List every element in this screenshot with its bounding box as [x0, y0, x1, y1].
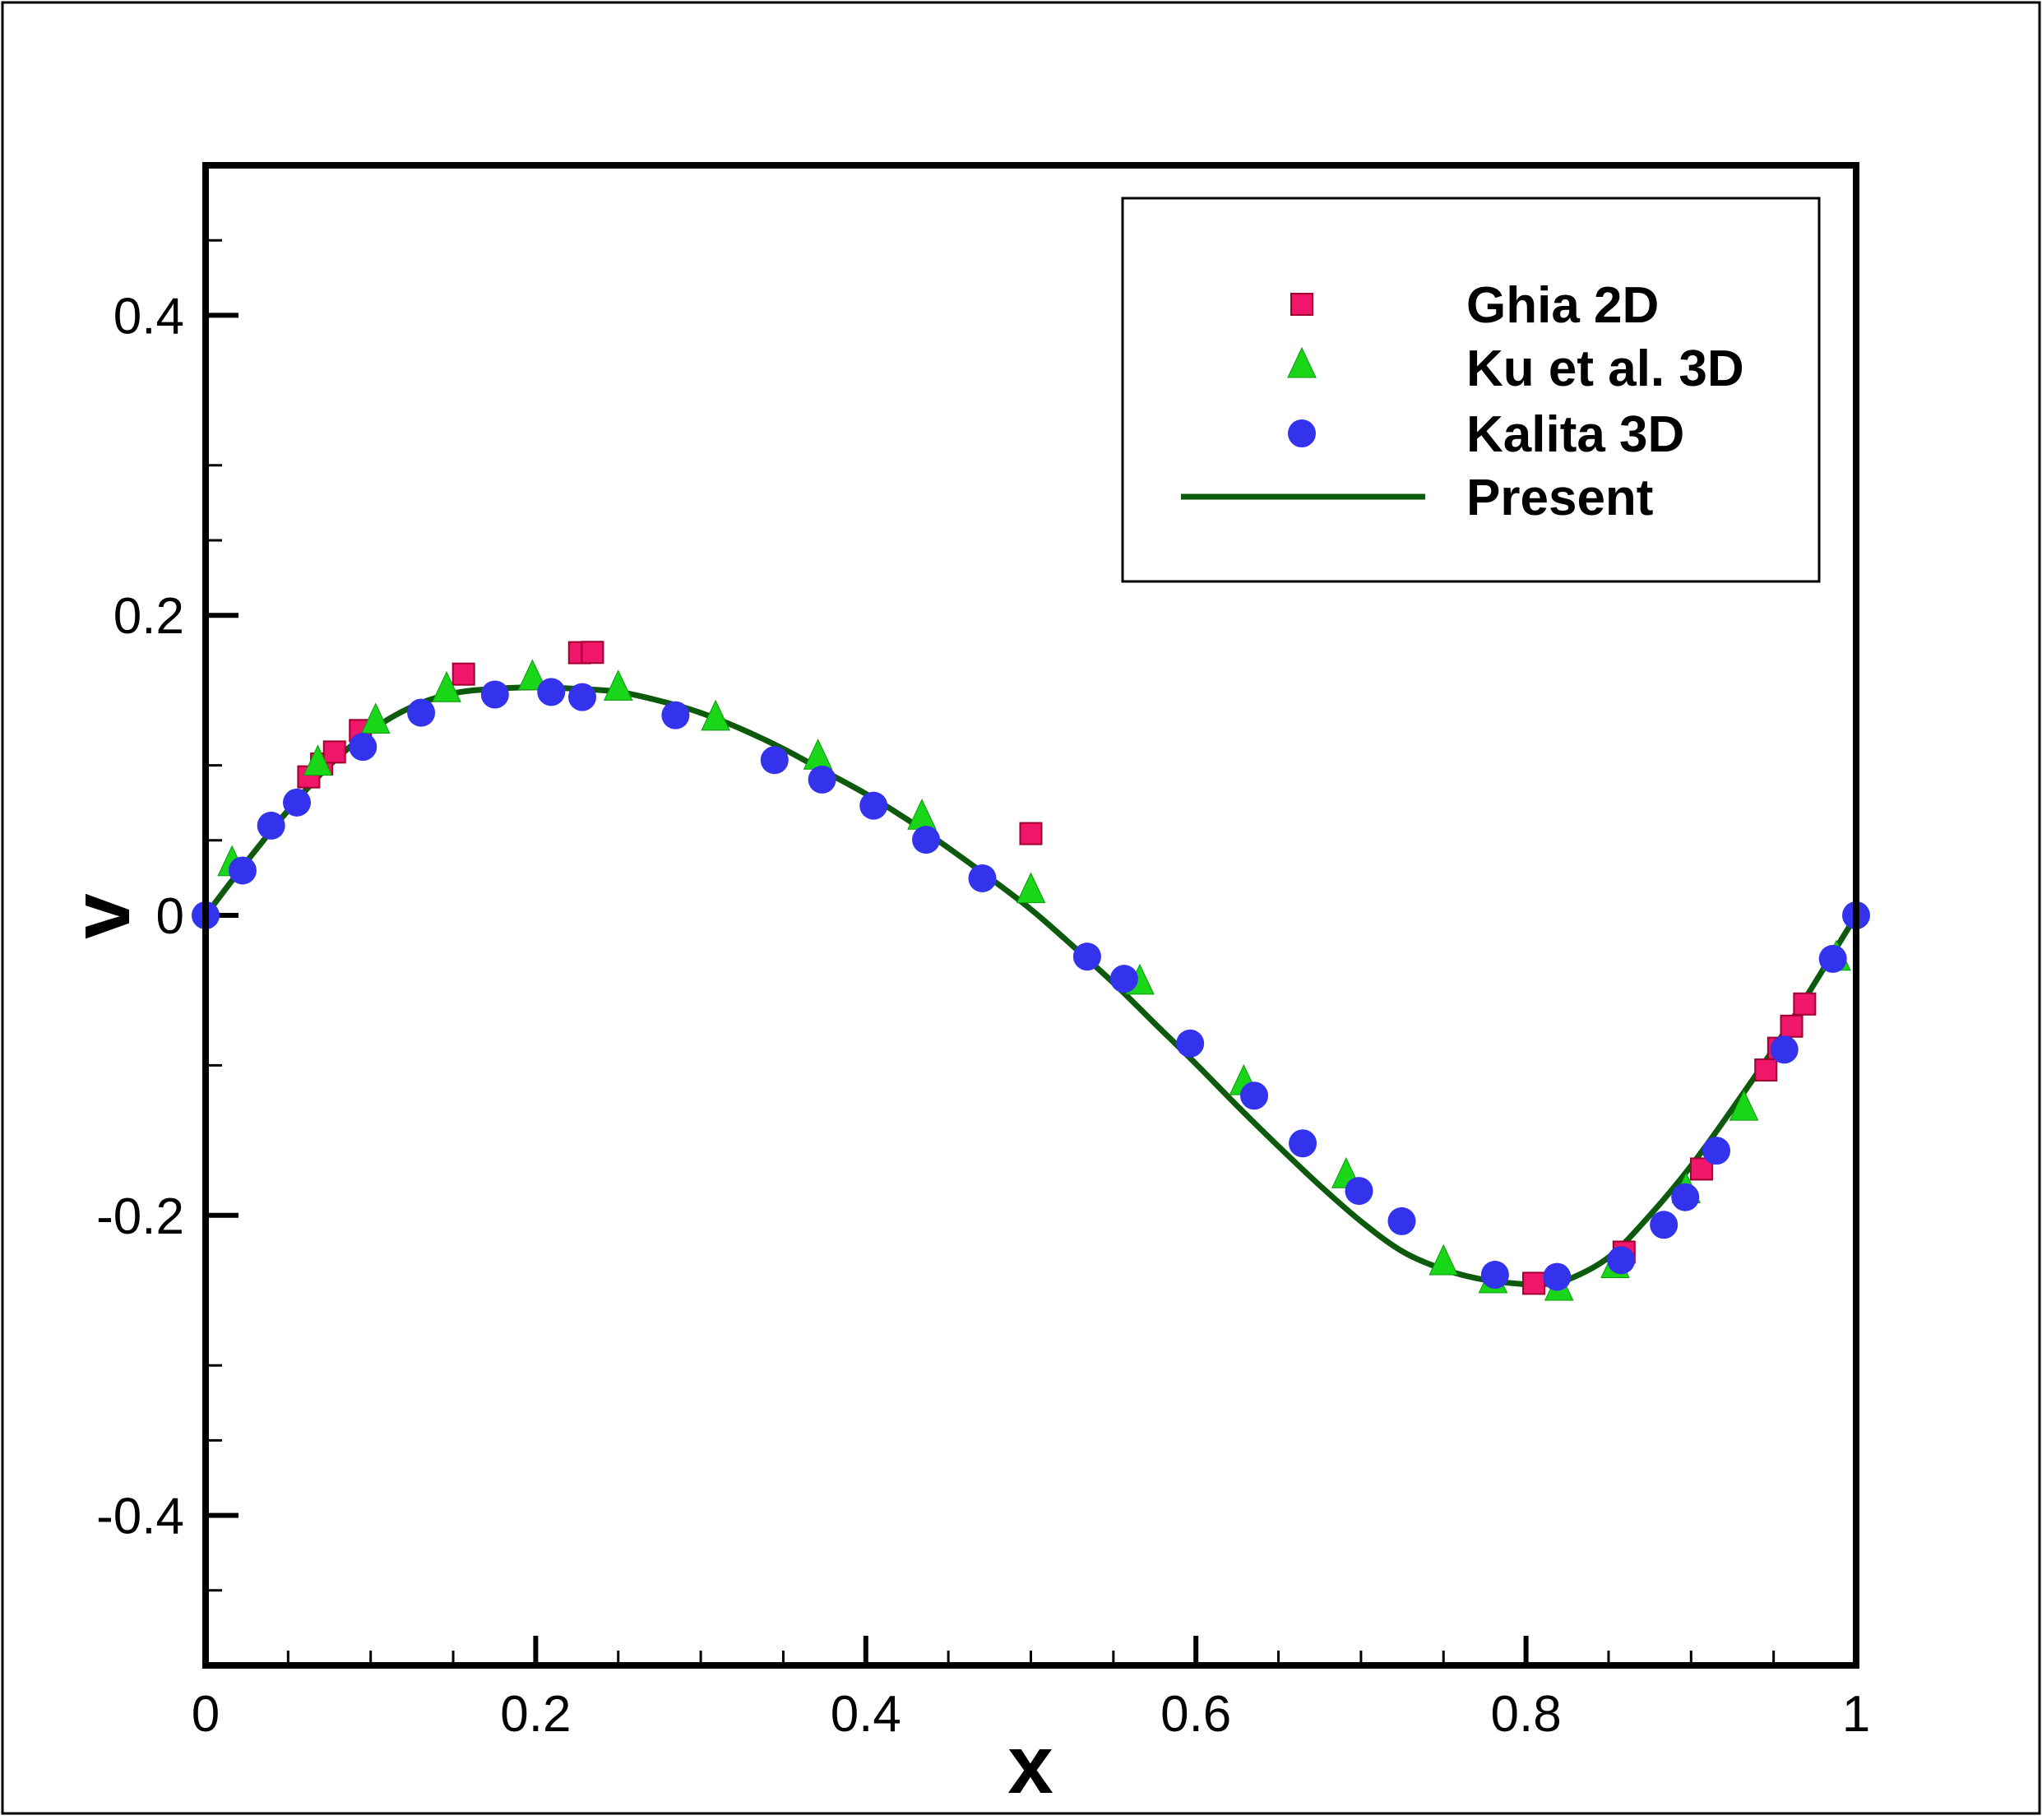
y-tick-label: 0.4: [113, 288, 184, 345]
y-tick-label: 0: [156, 888, 184, 945]
x-tick-label: 1: [1842, 1686, 1870, 1743]
point-kalita-3d: [1345, 1177, 1373, 1206]
point-kalita-3d: [808, 765, 836, 794]
point-kalita-3d: [537, 678, 566, 706]
point-ku-et-al-3d: [360, 702, 391, 734]
point-kalita-3d: [480, 680, 509, 709]
point-ghia-2d: [581, 641, 604, 665]
point-kalita-3d: [257, 811, 285, 840]
point-kalita-3d: [1650, 1211, 1679, 1239]
x-tick-label: 0: [192, 1686, 220, 1743]
point-kalita-3d: [282, 788, 311, 817]
point-kalita-3d: [859, 791, 888, 820]
legend-swatch-ku-et-al-3d: [1287, 346, 1317, 378]
x-tick-label: 0.2: [500, 1686, 571, 1743]
x-tick-label: 0.8: [1490, 1686, 1561, 1743]
point-kalita-3d: [1770, 1035, 1799, 1064]
point-kalita-3d: [228, 856, 257, 885]
legend-swatch-kalita-3d: [1288, 419, 1316, 447]
point-kalita-3d: [407, 698, 436, 727]
y-axis-title: v: [55, 893, 147, 939]
point-ku-et-al-3d: [1729, 1089, 1759, 1121]
y-tick-label: 0.2: [113, 588, 184, 645]
point-kalita-3d: [1818, 944, 1847, 973]
legend-box: [1121, 197, 1821, 583]
point-ghia-2d: [297, 765, 321, 789]
point-ku-et-al-3d: [603, 669, 633, 701]
point-ghia-2d: [1019, 822, 1043, 845]
point-ghia-2d: [322, 740, 346, 764]
point-ku-et-al-3d: [1016, 872, 1046, 904]
x-tick-label: 0.6: [1160, 1686, 1231, 1743]
point-ku-et-al-3d: [517, 659, 548, 691]
point-kalita-3d: [661, 701, 690, 729]
point-kalita-3d: [1543, 1262, 1572, 1291]
point-ghia-2d: [1780, 1014, 1804, 1038]
point-kalita-3d: [1387, 1206, 1416, 1235]
point-kalita-3d: [1289, 1129, 1317, 1158]
legend-label-kalita-3d: Kalita 3D: [1466, 406, 1684, 463]
legend-swatch-ghia-2d: [1290, 293, 1313, 316]
point-kalita-3d: [1109, 965, 1138, 993]
point-kalita-3d: [349, 733, 377, 762]
legend-label-ghia-2d: Ghia 2D: [1466, 277, 1659, 334]
legend-items: Ghia 2D Ku et al. 3D Kalita 3D Present: [1181, 277, 1744, 526]
point-ku-et-al-3d: [701, 699, 730, 731]
markers-layer: [192, 641, 1870, 1301]
point-kalita-3d: [1607, 1246, 1636, 1275]
point-ku-et-al-3d: [432, 671, 461, 702]
point-kalita-3d: [1702, 1137, 1731, 1165]
point-kalita-3d: [760, 746, 789, 775]
point-ghia-2d: [1754, 1058, 1778, 1082]
point-ku-et-al-3d: [303, 744, 333, 776]
legend: Ghia 2D Ku et al. 3D Kalita 3D Present: [1121, 197, 1821, 583]
point-kalita-3d: [1176, 1029, 1205, 1058]
x-tick-label: 0.4: [831, 1686, 901, 1743]
point-kalita-3d: [968, 864, 997, 892]
point-ku-et-al-3d: [1428, 1243, 1459, 1276]
labels-layer: 0 0.2 0.4 0.6 0.8 1 -0.4 -0.2 0 0.2 0.4: [96, 288, 1870, 1743]
y-tick-label: -0.4: [96, 1489, 184, 1545]
point-kalita-3d: [1072, 942, 1101, 971]
legend-label-present: Present: [1466, 470, 1653, 526]
point-kalita-3d: [1480, 1261, 1509, 1290]
point-kalita-3d: [1671, 1183, 1700, 1211]
x-axis-title: x: [1007, 1719, 1053, 1811]
point-ghia-2d: [451, 662, 475, 686]
point-kalita-3d: [912, 826, 941, 854]
legend-label-ku-et-al-3d: Ku et al. 3D: [1466, 340, 1744, 397]
point-kalita-3d: [1240, 1081, 1269, 1110]
point-ghia-2d: [1793, 992, 1817, 1016]
y-tick-label: -0.2: [96, 1188, 184, 1245]
point-kalita-3d: [567, 683, 596, 711]
plot-frame: [202, 162, 1859, 1669]
point-ghia-2d: [1522, 1271, 1546, 1295]
